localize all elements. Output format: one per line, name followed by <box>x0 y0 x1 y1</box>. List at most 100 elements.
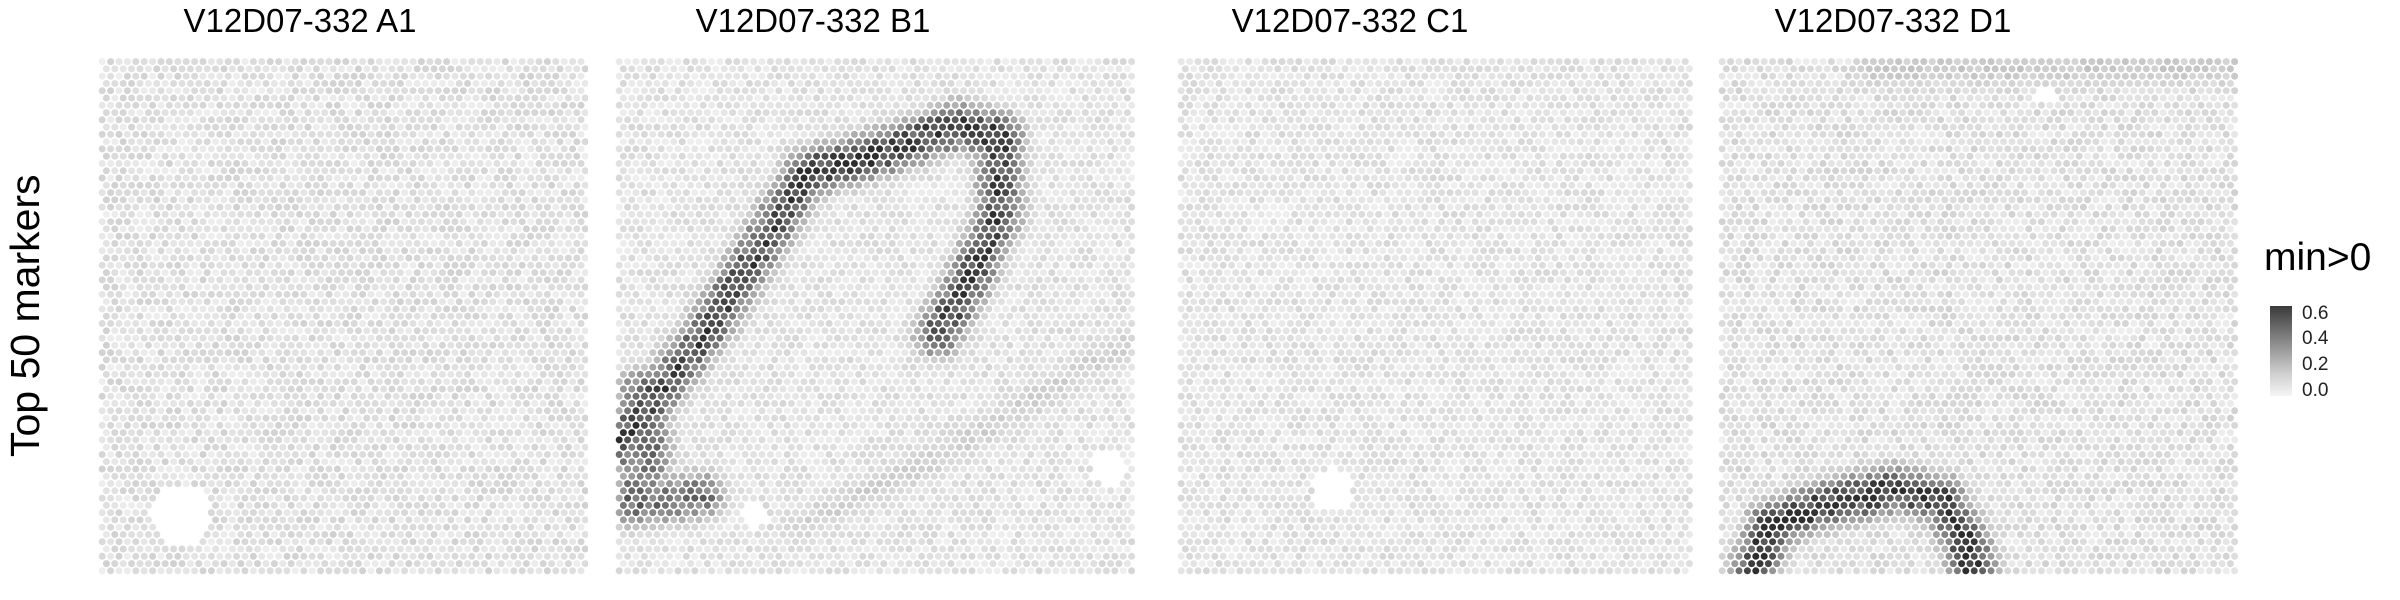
spot <box>543 72 551 80</box>
spot <box>653 123 661 131</box>
spot <box>535 101 543 109</box>
spot <box>573 516 581 524</box>
spot <box>300 87 308 95</box>
spot <box>766 101 774 109</box>
spot <box>350 203 358 211</box>
spot <box>384 320 392 327</box>
spot <box>447 269 455 277</box>
spot <box>165 320 173 327</box>
spot <box>254 109 262 117</box>
spot <box>413 458 421 466</box>
spot <box>216 494 224 502</box>
spot <box>258 276 266 284</box>
spot <box>560 465 568 473</box>
spot <box>262 225 270 233</box>
spot <box>539 65 547 73</box>
spot <box>375 247 383 255</box>
spot <box>275 261 283 269</box>
spot <box>107 436 115 444</box>
spot <box>501 349 509 357</box>
spot <box>149 538 157 546</box>
spot <box>384 203 392 211</box>
spot <box>997 80 1005 87</box>
spot <box>691 116 699 124</box>
spot <box>262 545 270 553</box>
spot <box>199 421 207 429</box>
spot <box>682 130 690 138</box>
spot <box>527 203 535 211</box>
spot <box>123 378 131 386</box>
spot <box>581 138 588 146</box>
spot <box>245 341 253 349</box>
spot <box>123 87 131 95</box>
spot <box>1069 160 1077 167</box>
spot <box>699 87 707 95</box>
spot <box>451 174 459 182</box>
spot <box>821 65 829 73</box>
spot <box>228 210 236 218</box>
spot <box>270 152 278 160</box>
spot <box>434 58 442 66</box>
spot <box>712 80 720 87</box>
spot <box>510 290 518 298</box>
spot <box>392 247 400 255</box>
spot <box>203 443 211 451</box>
spot <box>539 414 547 422</box>
spot <box>901 72 909 80</box>
spot <box>443 509 451 517</box>
spot <box>350 130 358 138</box>
spot <box>884 58 892 66</box>
spot <box>342 130 350 138</box>
spot <box>472 327 480 335</box>
spot <box>144 545 152 553</box>
spot <box>115 480 123 488</box>
spot <box>430 80 438 87</box>
spot <box>472 531 480 538</box>
spot <box>111 327 119 335</box>
spot <box>312 109 320 117</box>
spot <box>178 545 186 553</box>
spot <box>367 465 375 473</box>
spot <box>199 101 207 109</box>
spot <box>447 458 455 466</box>
spot <box>300 290 308 298</box>
spot <box>321 167 329 175</box>
spot <box>1027 87 1035 95</box>
spot <box>997 109 1005 117</box>
spot <box>417 72 425 80</box>
spot <box>329 298 337 306</box>
spot <box>489 501 497 509</box>
spot <box>396 516 404 524</box>
spot <box>581 385 588 393</box>
spot <box>472 472 480 480</box>
spot <box>766 145 774 153</box>
spot <box>459 378 467 386</box>
spot <box>653 94 661 102</box>
spot <box>342 567 350 575</box>
spot <box>392 494 400 502</box>
spot <box>300 363 308 371</box>
spot <box>144 443 152 451</box>
spot <box>111 443 119 451</box>
spot <box>871 123 879 131</box>
spot <box>976 160 984 167</box>
spot <box>380 269 388 277</box>
spot <box>321 312 329 320</box>
spot <box>371 531 379 538</box>
spot <box>308 363 316 371</box>
spot <box>514 429 522 437</box>
spot <box>880 65 888 73</box>
spot <box>321 210 329 218</box>
spot <box>501 407 509 415</box>
spot <box>1107 138 1115 146</box>
spot <box>733 87 741 95</box>
spot <box>249 160 257 167</box>
spot <box>224 101 232 109</box>
spot <box>296 516 304 524</box>
spot <box>405 429 413 437</box>
spot <box>266 407 274 415</box>
spot <box>359 101 367 109</box>
spot <box>371 414 379 422</box>
spot <box>346 545 354 553</box>
spot <box>157 363 165 371</box>
